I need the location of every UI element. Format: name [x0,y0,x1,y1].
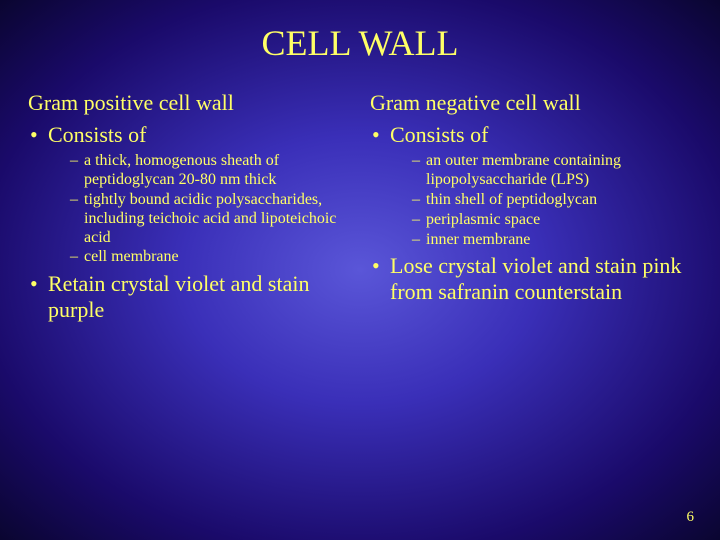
left-sublist: a thick, homogenous sheath of peptidogly… [48,152,350,267]
page-number: 6 [687,509,695,526]
slide: CELL WALL Gram positive cell wall Consis… [0,0,720,540]
left-sub-item: cell membrane [70,248,350,267]
right-tail: Lose crystal violet and stain pink from … [370,253,692,305]
columns: Gram positive cell wall Consists of a th… [28,90,692,327]
right-column: Gram negative cell wall Consists of an o… [370,90,692,327]
right-sub-item: an outer membrane containing lipopolysac… [412,152,692,190]
left-consists-label: Consists of [48,122,146,147]
right-sub-item: thin shell of peptidoglycan [412,191,692,210]
left-sub-item: tightly bound acidic polysaccharides, in… [70,191,350,248]
right-heading: Gram negative cell wall [370,90,692,116]
left-heading: Gram positive cell wall [28,90,350,116]
left-list: Consists of a thick, homogenous sheath o… [28,122,350,323]
left-consists: Consists of a thick, homogenous sheath o… [28,122,350,267]
left-column: Gram positive cell wall Consists of a th… [28,90,350,327]
left-tail: Retain crystal violet and stain purple [28,271,350,323]
left-sub-item: a thick, homogenous sheath of peptidogly… [70,152,350,190]
slide-title: CELL WALL [28,22,692,64]
right-sublist: an outer membrane containing lipopolysac… [390,152,692,249]
right-consists: Consists of an outer membrane containing… [370,122,692,249]
right-consists-label: Consists of [390,122,488,147]
right-sub-item: inner membrane [412,231,692,250]
right-sub-item: periplasmic space [412,211,692,230]
right-list: Consists of an outer membrane containing… [370,122,692,305]
